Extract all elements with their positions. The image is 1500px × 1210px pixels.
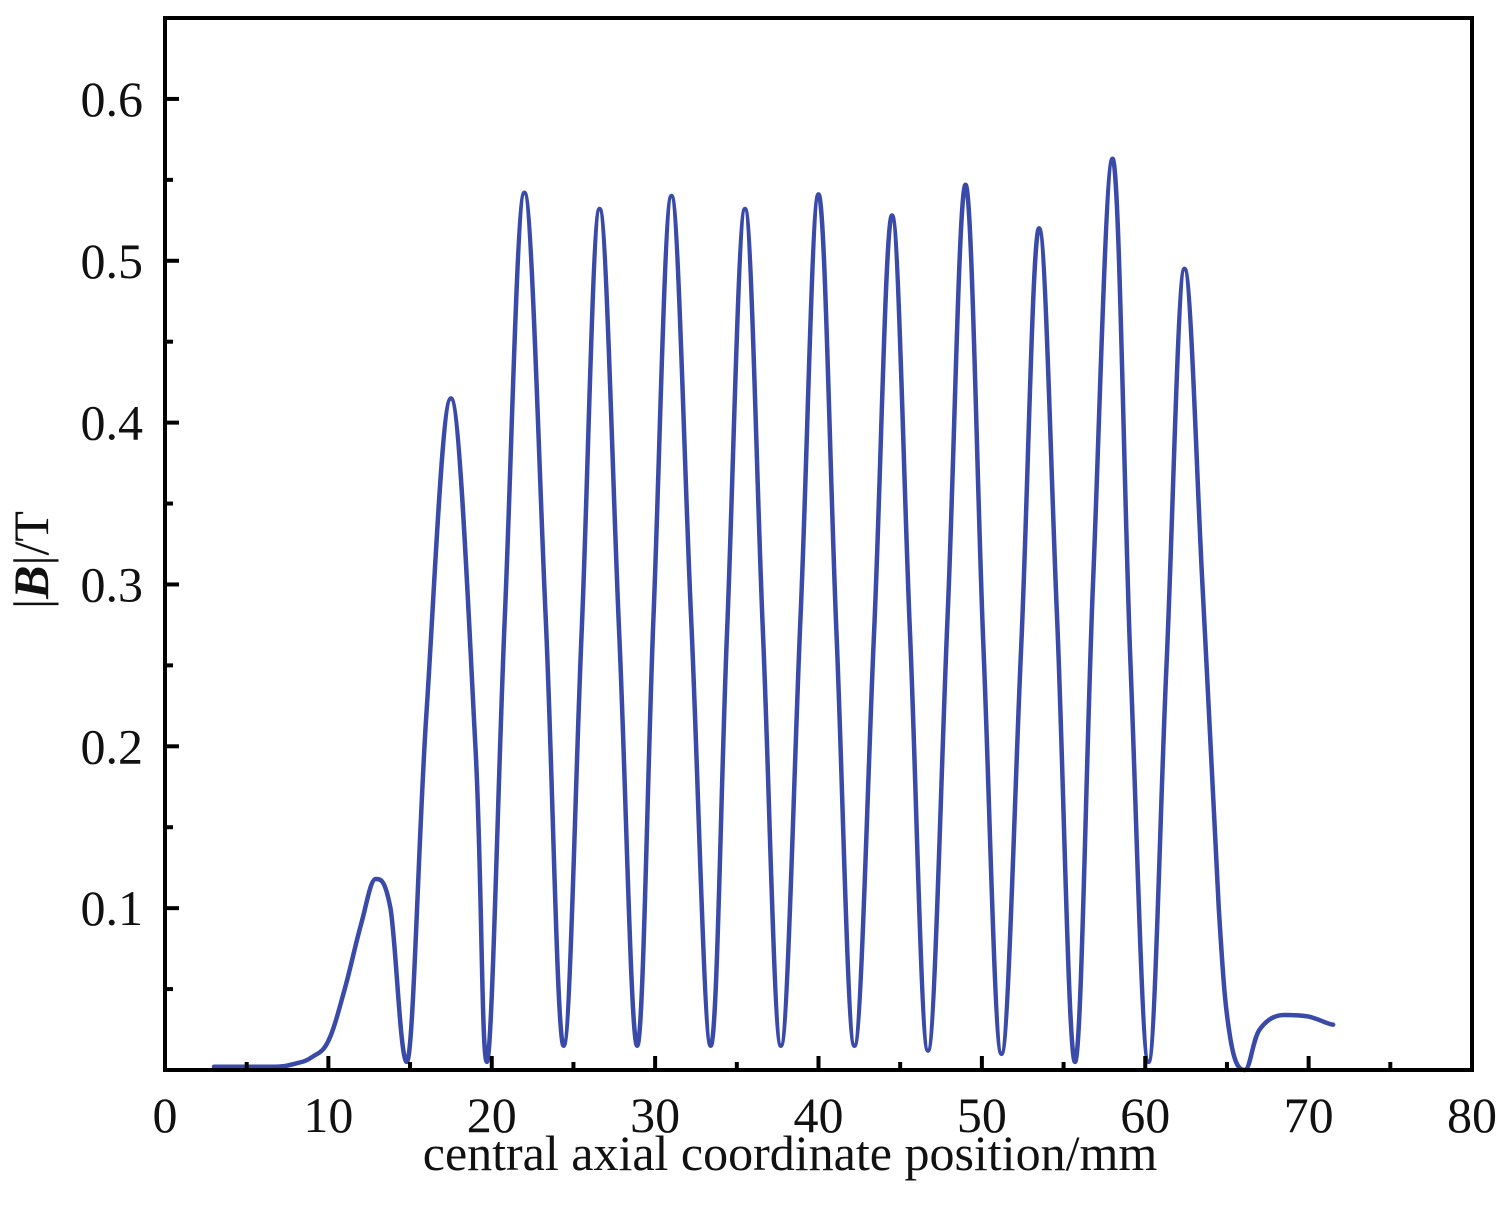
x-tick-label: 20 bbox=[467, 1087, 517, 1143]
y-tick-label: 0.5 bbox=[81, 233, 144, 289]
x-axis-label: central axial coordinate position/mm bbox=[423, 1125, 1158, 1181]
y-tick-label: 0.4 bbox=[81, 395, 144, 451]
x-tick-label: 70 bbox=[1284, 1087, 1334, 1143]
x-tick-label: 30 bbox=[630, 1087, 680, 1143]
plot-frame bbox=[163, 16, 1474, 1072]
y-axis-label: |B|/T bbox=[3, 511, 59, 609]
x-tick-label: 10 bbox=[303, 1087, 353, 1143]
y-tick-label: 0.2 bbox=[81, 718, 144, 774]
plot-area bbox=[211, 156, 1336, 1073]
y-axis-label-suffix: |/T bbox=[3, 511, 59, 565]
y-tick-label: 0.1 bbox=[81, 880, 144, 936]
y-axis-label-symbol: B bbox=[3, 566, 59, 600]
tick-labels: 0 10 20 30 40 50 60 70 80 0.1 0.2 0.3 0.4 0.5 0.6 bbox=[81, 71, 1498, 1143]
x-tick-label: 0 bbox=[153, 1087, 178, 1143]
x-tick-label: 50 bbox=[957, 1087, 1007, 1143]
y-tick-label: 0.6 bbox=[81, 71, 144, 127]
series-line bbox=[211, 156, 1336, 1073]
x-tick-label: 80 bbox=[1447, 1087, 1497, 1143]
x-tick-label: 40 bbox=[794, 1087, 844, 1143]
x-tick-label: 60 bbox=[1120, 1087, 1170, 1143]
y-axis-label-prefix: | bbox=[3, 599, 59, 609]
y-tick-label: 0.3 bbox=[81, 556, 144, 612]
